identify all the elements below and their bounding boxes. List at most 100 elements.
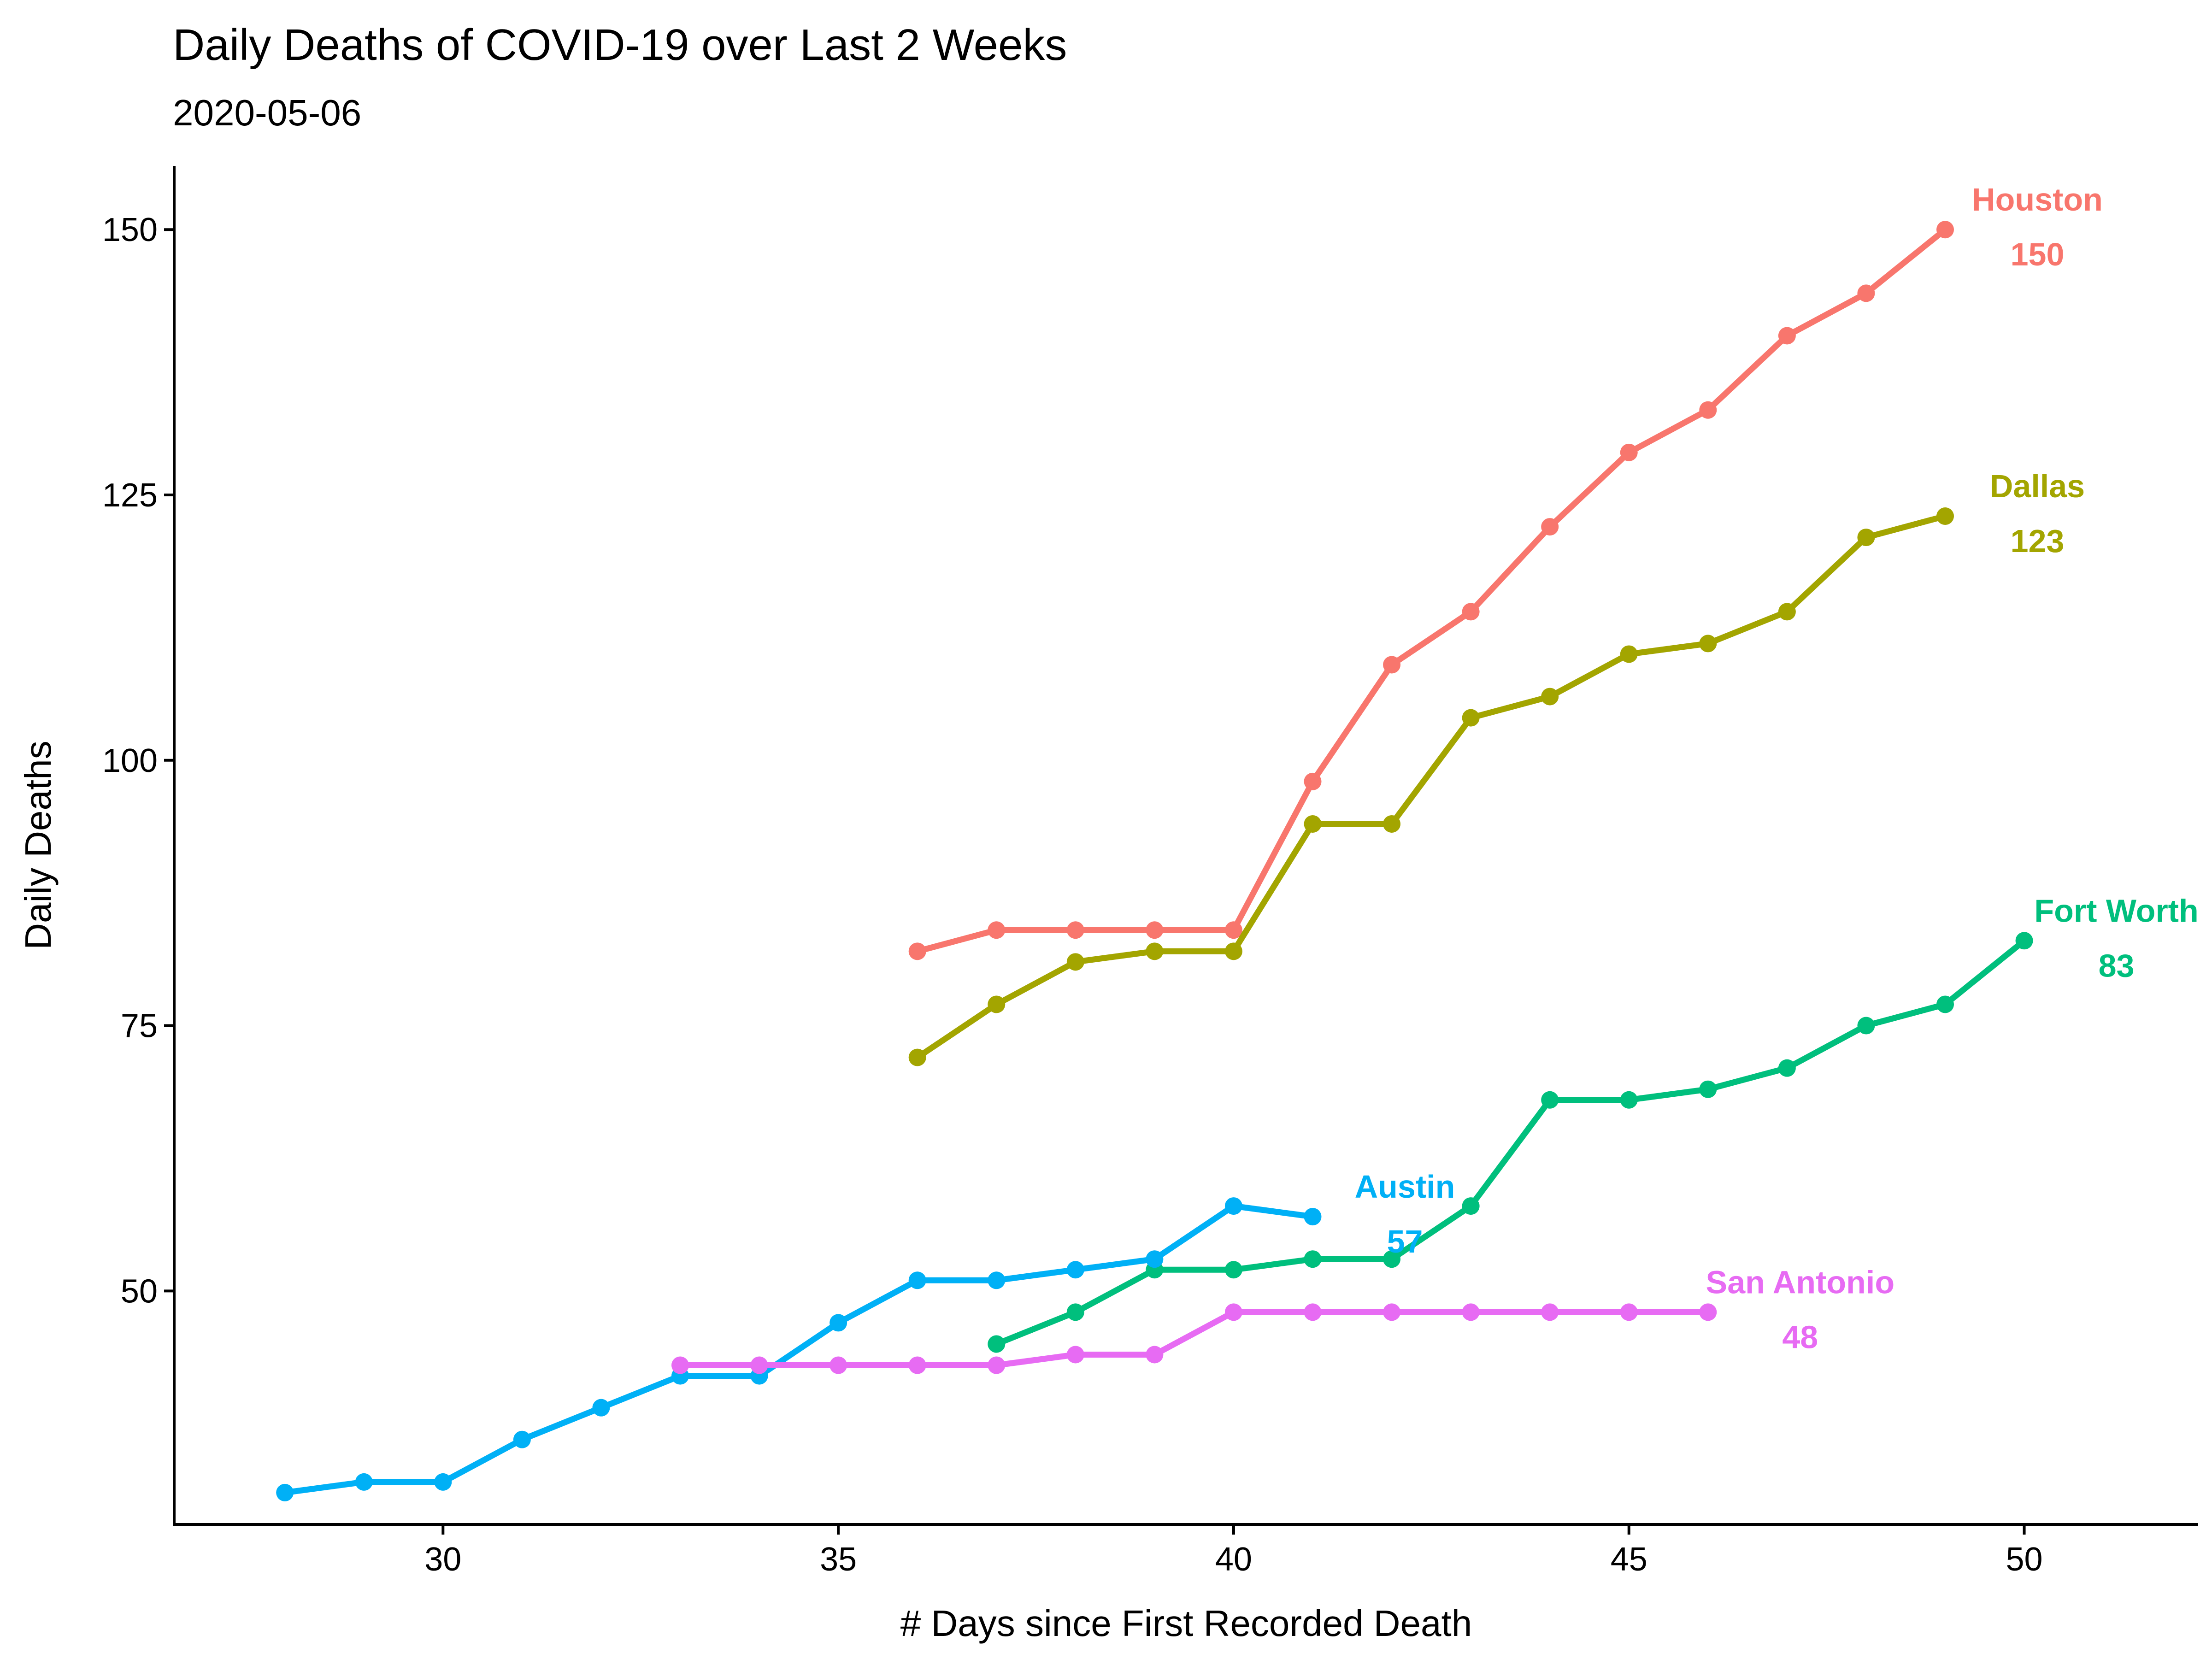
data-point-houston [1857,284,1875,302]
data-point-dallas [1857,529,1875,547]
y-axis-title: Daily Deaths [18,741,59,950]
data-point-san-antonio [1146,1346,1164,1364]
data-point-dallas [988,995,1006,1013]
series-value-label-houston: 150 [2011,236,2065,272]
series-name-label-houston: Houston [1972,182,2103,218]
data-point-san-antonio [1699,1303,1717,1321]
series-name-label-fort-worth: Fort Worth [2034,893,2198,929]
data-point-houston [1066,921,1084,939]
data-point-dallas [1778,603,1796,621]
data-point-austin [1146,1250,1164,1268]
data-point-houston [1146,921,1164,939]
axes: 30 35 40 45 50 50 75 100 125 150 [102,166,2198,1578]
series-labels: Houston 150 Dallas 123 Fort Worth 83 Austin 57 S… [1355,182,2199,1355]
data-point-fort-worth [1778,1059,1796,1077]
series-value-label-austin: 57 [1387,1224,1423,1259]
data-point-fort-worth [1857,1017,1875,1035]
data-point-houston [1778,327,1796,345]
data-point-houston [1462,603,1480,621]
series-line-houston [914,226,1948,954]
series-value-label-dallas: 123 [2011,523,2065,559]
series-line-dallas [914,513,1948,1061]
data-point-san-antonio [988,1356,1006,1374]
data-point-san-antonio [1066,1346,1084,1364]
y-tick-label: 125 [102,477,158,514]
series-value-label-fort-worth: 83 [2099,947,2135,983]
data-point-san-antonio [908,1356,926,1374]
y-tick-label: 50 [121,1273,158,1310]
data-point-dallas [908,1048,926,1066]
data-point-dallas [1383,815,1401,833]
data-point-austin [513,1430,531,1448]
data-point-houston [1936,221,1954,239]
data-point-houston [1620,443,1638,461]
data-point-houston [1304,772,1322,790]
data-point-austin [276,1483,294,1501]
data-point-austin [908,1271,926,1289]
data-point-fort-worth [2015,932,2033,950]
data-point-fort-worth [1304,1250,1322,1268]
data-point-dallas [1620,645,1638,663]
data-point-houston [1383,656,1401,674]
data-point-fort-worth [1936,995,1954,1013]
data-point-dallas [1224,942,1242,960]
data-point-fort-worth [1224,1261,1242,1279]
y-tick-label: 75 [121,1008,158,1045]
data-point-austin [988,1271,1006,1289]
data-point-houston [988,921,1006,939]
data-point-san-antonio [830,1356,847,1374]
data-point-dallas [1146,942,1164,960]
data-point-austin [355,1473,373,1491]
series-value-label-san-antonio: 48 [1782,1319,1818,1355]
series-name-label-dallas: Dallas [1990,468,2085,504]
x-tick-label: 40 [1215,1541,1252,1578]
data-point-dallas [1066,953,1084,971]
series-layer [276,221,2033,1501]
data-point-dallas [1304,815,1322,833]
data-point-fort-worth [1541,1091,1559,1109]
data-point-san-antonio [1462,1303,1480,1321]
x-tick-label: 35 [820,1541,857,1578]
series-name-label-san-antonio: San Antonio [1706,1264,1895,1300]
x-tick-label: 50 [2006,1541,2043,1578]
data-point-dallas [1541,688,1559,706]
data-point-san-antonio [1541,1303,1559,1321]
data-point-austin [1224,1197,1242,1215]
series-line-fort-worth [993,937,2028,1347]
x-tick-label: 30 [424,1541,461,1578]
data-point-houston [1699,401,1717,419]
data-point-san-antonio [750,1356,768,1374]
data-point-austin [1066,1261,1084,1279]
data-point-houston [1224,921,1242,939]
series-line-austin [282,1203,1316,1496]
y-tick-label: 100 [102,742,158,779]
data-point-fort-worth [1383,1250,1401,1268]
data-point-san-antonio [1304,1303,1322,1321]
data-point-san-antonio [1620,1303,1638,1321]
x-axis-title: # Days since First Recorded Death [900,1603,1472,1644]
data-point-fort-worth [988,1335,1006,1353]
data-point-dallas [1936,507,1954,525]
data-point-san-antonio [1224,1303,1242,1321]
data-point-fort-worth [1699,1080,1717,1098]
data-point-houston [1541,518,1559,536]
series-line-san-antonio [677,1309,1711,1368]
data-point-dallas [1699,635,1717,653]
y-tick-label: 150 [102,212,158,248]
data-point-fort-worth [1462,1197,1480,1215]
series-name-label-austin: Austin [1355,1169,1455,1205]
chart-subtitle: 2020-05-06 [173,92,361,133]
x-tick-label: 45 [1611,1541,1647,1578]
data-point-fort-worth [1620,1091,1638,1109]
chart-title: Daily Deaths of COVID-19 over Last 2 Wee… [173,20,1067,70]
data-point-houston [908,942,926,960]
data-point-san-antonio [671,1356,689,1374]
data-point-austin [434,1473,452,1491]
data-point-dallas [1462,709,1480,727]
data-point-austin [1304,1208,1322,1226]
data-point-fort-worth [1066,1303,1084,1321]
data-point-san-antonio [1383,1303,1401,1321]
data-point-austin [592,1399,610,1417]
